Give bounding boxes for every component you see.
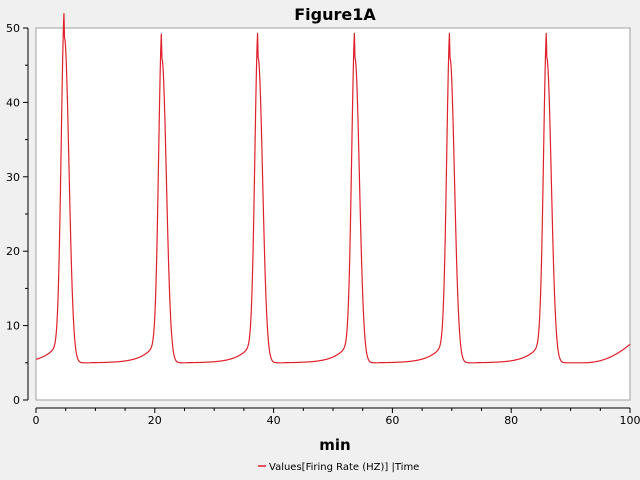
legend-label: Values[Firing Rate (HZ)] |Time <box>269 462 419 473</box>
y-tick-label: 50 <box>6 22 20 35</box>
x-tick-label: 100 <box>620 414 640 427</box>
chart-title: Figure1A <box>294 5 376 24</box>
y-tick-label: 20 <box>6 245 20 258</box>
x-axis-label: min <box>319 436 350 454</box>
x-tick-label: 60 <box>385 414 399 427</box>
plot-area <box>35 27 631 401</box>
axis-ticks: 0 20 40 60 80 100 0 10 20 30 40 50 <box>6 22 640 427</box>
series-line <box>35 13 631 364</box>
y-tick-label: 10 <box>6 320 20 333</box>
series-layer <box>35 13 631 364</box>
y-tick-label: 40 <box>6 96 20 109</box>
x-tick-label: 80 <box>504 414 518 427</box>
x-tick-label: 40 <box>267 414 281 427</box>
x-tick-label: 20 <box>148 414 162 427</box>
y-tick-label: 0 <box>13 394 20 407</box>
y-tick-label: 30 <box>6 171 20 184</box>
x-tick-label: 0 <box>33 414 40 427</box>
legend: Values[Firing Rate (HZ)] |Time <box>258 462 419 473</box>
